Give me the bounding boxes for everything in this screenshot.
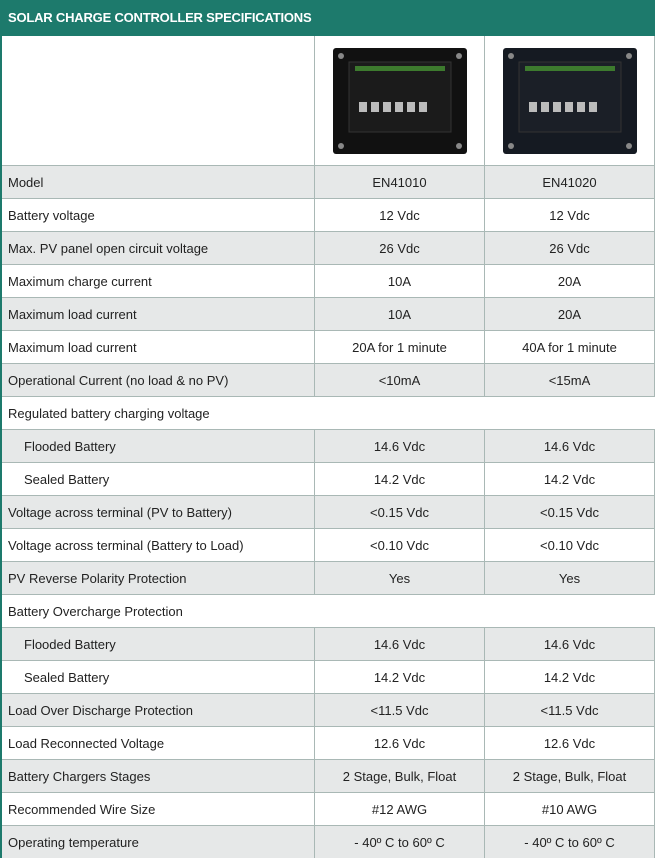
spec-value: 20A for 1 minute bbox=[315, 331, 485, 363]
spec-row: Operating temperature- 40º C to 60º C- 4… bbox=[2, 826, 655, 858]
spec-value: - 40º C to 60º C bbox=[315, 826, 485, 858]
spec-value: #12 AWG bbox=[315, 793, 485, 825]
spec-value: 14.6 Vdc bbox=[485, 628, 655, 660]
spec-value: - 40º C to 60º C bbox=[485, 826, 655, 858]
spec-label: Maximum charge current bbox=[2, 265, 315, 297]
spec-value: Yes bbox=[315, 562, 485, 594]
spec-label: Voltage across terminal (Battery to Load… bbox=[2, 529, 315, 561]
section-label: Regulated battery charging voltage bbox=[2, 397, 655, 429]
spec-value: 26 Vdc bbox=[485, 232, 655, 264]
spec-value: <0.15 Vdc bbox=[315, 496, 485, 528]
spec-value: 10A bbox=[315, 265, 485, 297]
spec-value: <11.5 Vdc bbox=[485, 694, 655, 726]
product-image bbox=[495, 44, 645, 158]
spec-value: 40A for 1 minute bbox=[485, 331, 655, 363]
spec-label: Operating temperature bbox=[2, 826, 315, 858]
spec-label: Maximum load current bbox=[2, 331, 315, 363]
spec-label: Voltage across terminal (PV to Battery) bbox=[2, 496, 315, 528]
spec-value: <15mA bbox=[485, 364, 655, 396]
spec-value: 14.6 Vdc bbox=[485, 430, 655, 462]
spec-value: EN41020 bbox=[485, 166, 655, 198]
spec-value: <0.15 Vdc bbox=[485, 496, 655, 528]
product-image-cell bbox=[315, 36, 485, 165]
spec-label: Maximum load current bbox=[2, 298, 315, 330]
spec-label: Max. PV panel open circuit voltage bbox=[2, 232, 315, 264]
spec-label: Battery voltage bbox=[2, 199, 315, 231]
spec-value: <0.10 Vdc bbox=[485, 529, 655, 561]
spec-value: <11.5 Vdc bbox=[315, 694, 485, 726]
spec-value: 12 Vdc bbox=[315, 199, 485, 231]
spec-label: Sealed Battery bbox=[2, 463, 315, 495]
spec-value: Yes bbox=[485, 562, 655, 594]
image-row bbox=[2, 36, 655, 166]
spec-value: 12.6 Vdc bbox=[485, 727, 655, 759]
spec-label: Sealed Battery bbox=[2, 661, 315, 693]
spec-row: Recommended Wire Size#12 AWG#10 AWG bbox=[2, 793, 655, 826]
spec-label: Model bbox=[2, 166, 315, 198]
spec-row: Voltage across terminal (PV to Battery)<… bbox=[2, 496, 655, 529]
spec-row: Operational Current (no load & no PV)<10… bbox=[2, 364, 655, 397]
spec-value: 10A bbox=[315, 298, 485, 330]
spec-value: 26 Vdc bbox=[315, 232, 485, 264]
table-title: SOLAR CHARGE CONTROLLER SPECIFICATIONS bbox=[2, 0, 655, 36]
spec-value: 20A bbox=[485, 298, 655, 330]
spec-label: PV Reverse Polarity Protection bbox=[2, 562, 315, 594]
spec-row: Load Over Discharge Protection<11.5 Vdc<… bbox=[2, 694, 655, 727]
section-row: Battery Overcharge Protection bbox=[2, 595, 655, 628]
page: SOLAR CHARGE CONTROLLER SPECIFICATIONS bbox=[0, 0, 655, 858]
spec-value: 14.2 Vdc bbox=[485, 463, 655, 495]
spec-value: 20A bbox=[485, 265, 655, 297]
spec-label: Flooded Battery bbox=[2, 430, 315, 462]
spec-label: Load Over Discharge Protection bbox=[2, 694, 315, 726]
spec-value: 14.2 Vdc bbox=[315, 661, 485, 693]
spec-value: 12 Vdc bbox=[485, 199, 655, 231]
spec-value: <0.10 Vdc bbox=[315, 529, 485, 561]
spec-label: Flooded Battery bbox=[2, 628, 315, 660]
spec-value: 2 Stage, Bulk, Float bbox=[485, 760, 655, 792]
spec-value: 14.2 Vdc bbox=[315, 463, 485, 495]
spec-value: 14.6 Vdc bbox=[315, 628, 485, 660]
spec-label: Battery Chargers Stages bbox=[2, 760, 315, 792]
spec-value: 14.6 Vdc bbox=[315, 430, 485, 462]
spec-label: Load Reconnected Voltage bbox=[2, 727, 315, 759]
spec-label: Recommended Wire Size bbox=[2, 793, 315, 825]
spec-label: Operational Current (no load & no PV) bbox=[2, 364, 315, 396]
spec-value: 12.6 Vdc bbox=[315, 727, 485, 759]
spec-value: <10mA bbox=[315, 364, 485, 396]
spec-value: 2 Stage, Bulk, Float bbox=[315, 760, 485, 792]
section-row: Regulated battery charging voltage bbox=[2, 397, 655, 430]
spec-row: Voltage across terminal (Battery to Load… bbox=[2, 529, 655, 562]
spec-value: EN41010 bbox=[315, 166, 485, 198]
product-image bbox=[325, 44, 475, 158]
spec-value: 14.2 Vdc bbox=[485, 661, 655, 693]
section-label: Battery Overcharge Protection bbox=[2, 595, 655, 627]
empty-cell bbox=[2, 36, 315, 165]
spec-value: #10 AWG bbox=[485, 793, 655, 825]
product-image-cell bbox=[485, 36, 655, 165]
